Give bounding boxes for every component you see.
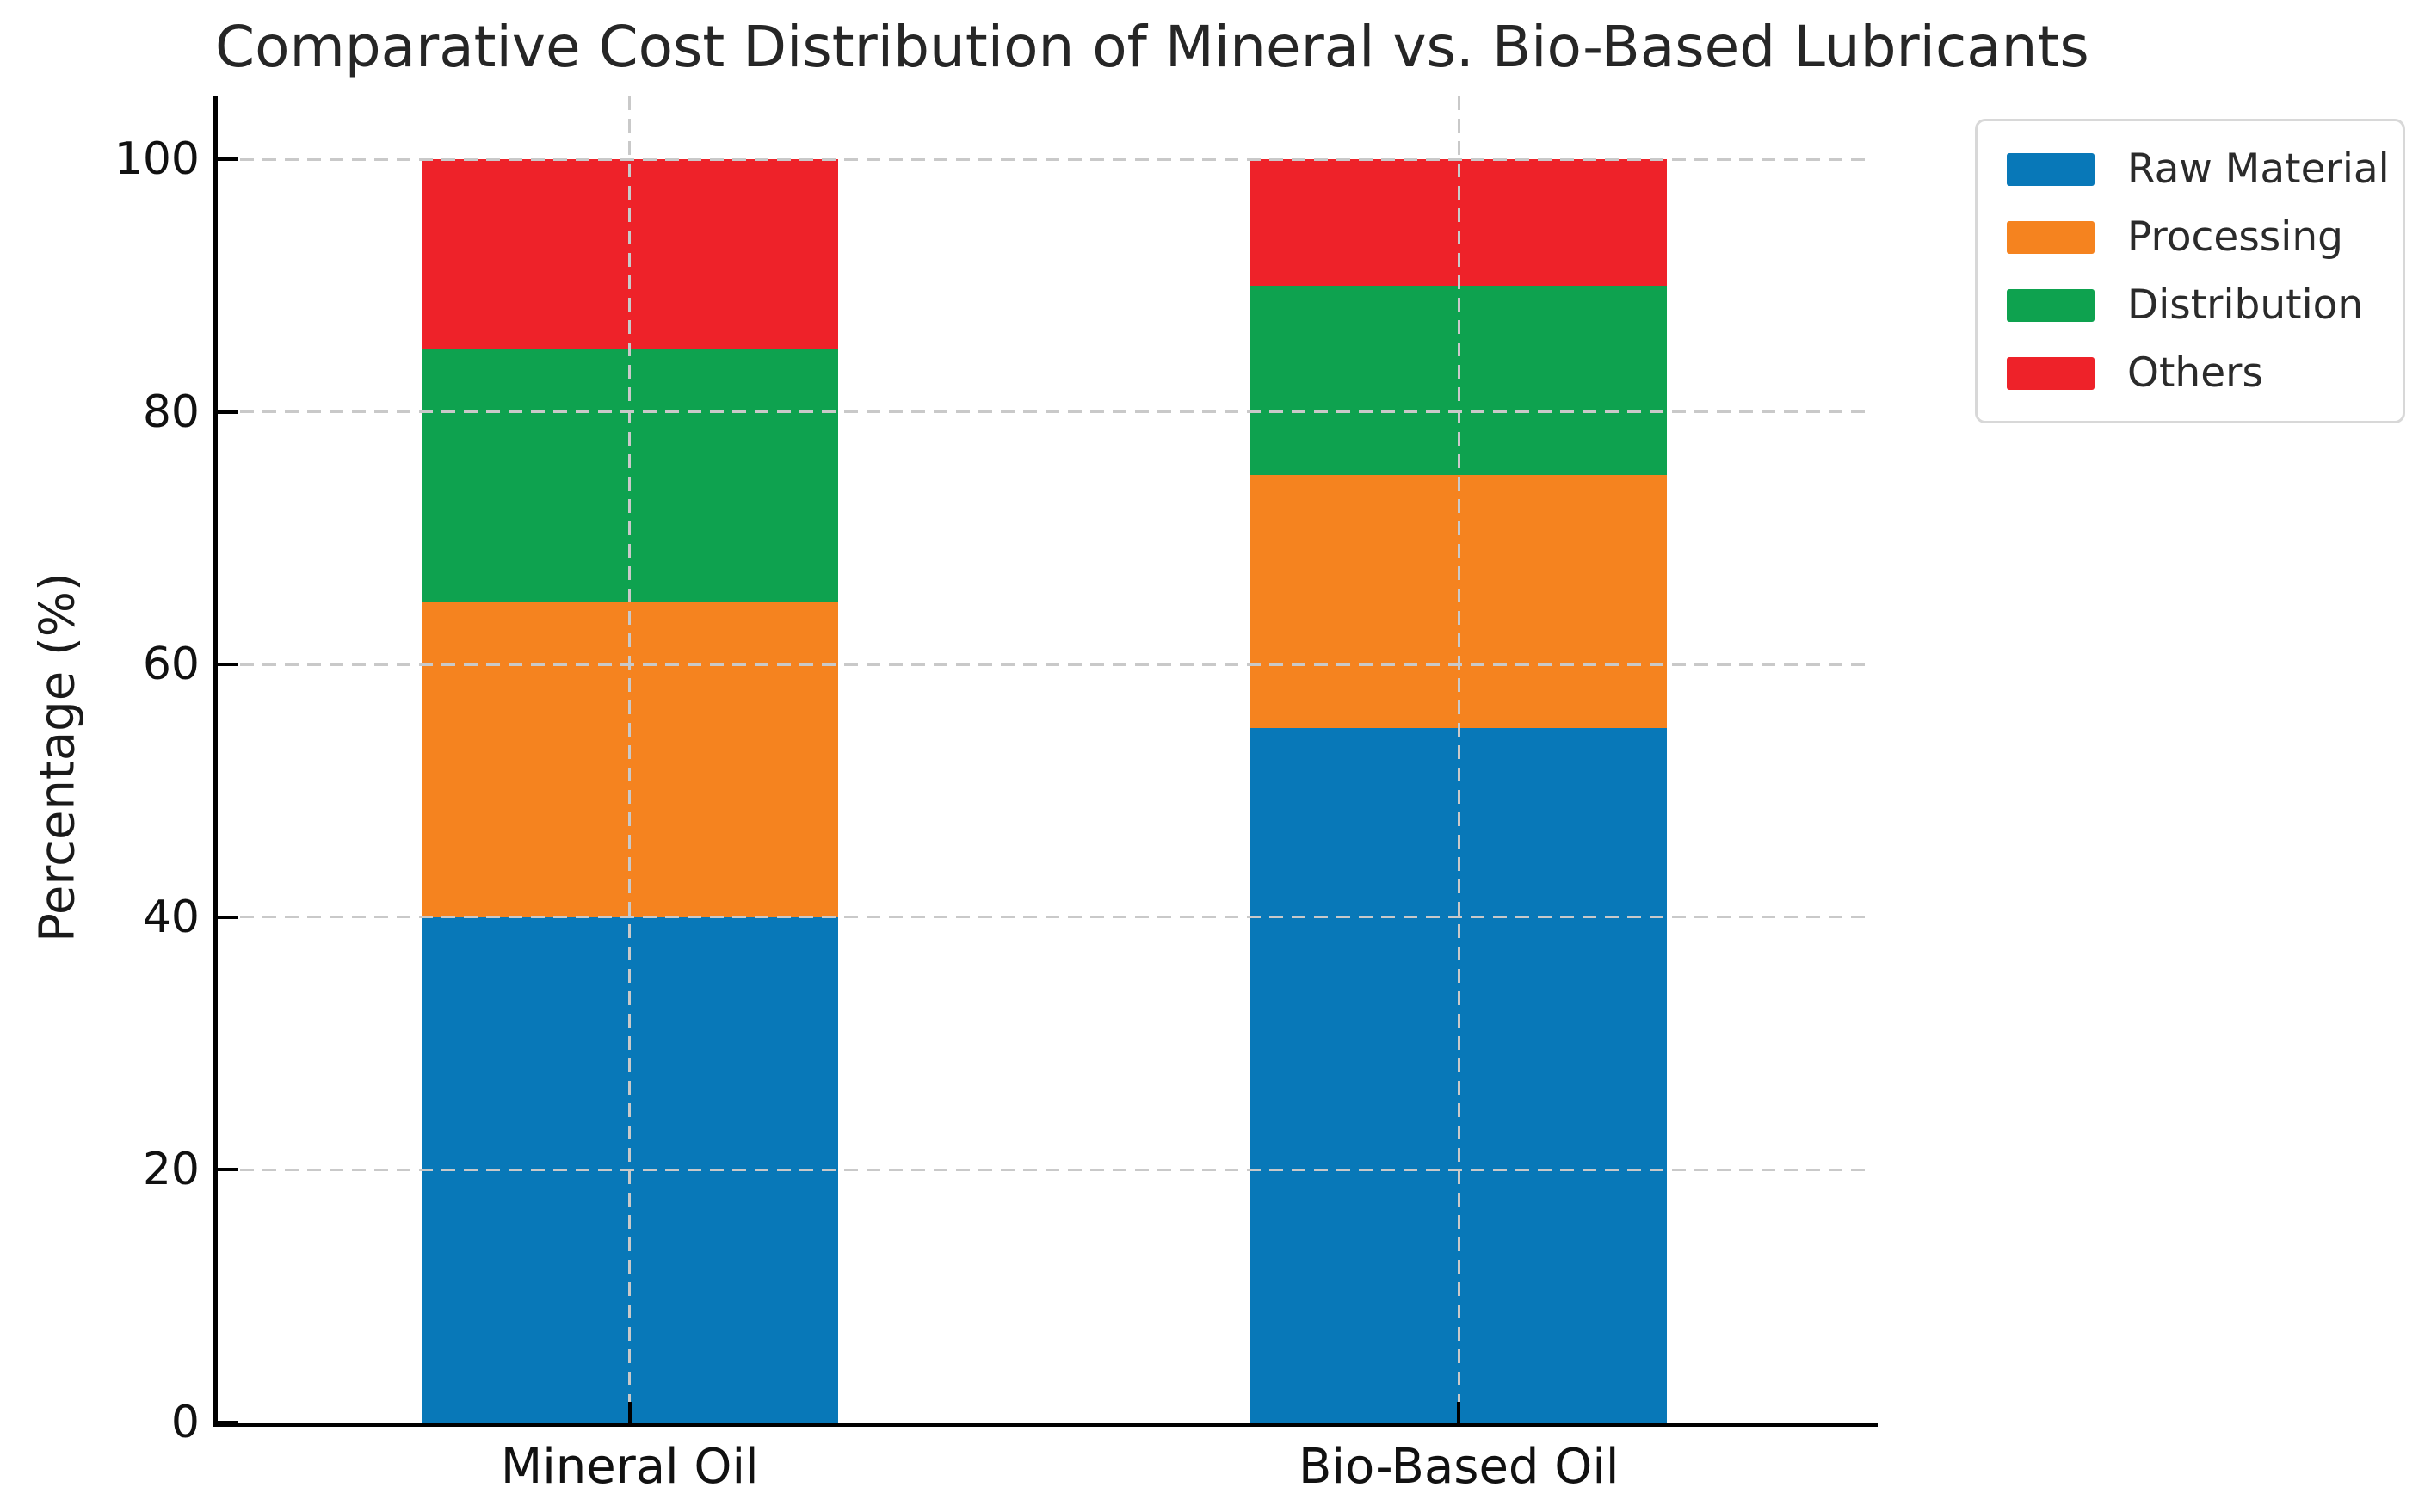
- x-tick-mark: [1457, 1402, 1461, 1423]
- h-gridline: [218, 1168, 1873, 1171]
- legend-swatch-icon: [2007, 356, 2095, 390]
- h-gridline: [218, 663, 1873, 666]
- x-tick-label-bio-based-oil: Bio-Based Oil: [1299, 1439, 1620, 1495]
- y-tick-mark: [218, 410, 238, 414]
- y-tick-mark: [218, 157, 238, 161]
- y-tick-label: 80: [142, 386, 200, 438]
- y-axis-spine: [213, 96, 218, 1426]
- y-tick-mark: [218, 915, 238, 919]
- legend-swatch-icon: [2007, 152, 2095, 186]
- legend-label: Distribution: [2127, 281, 2364, 329]
- v-gridline: [1457, 96, 1460, 1423]
- legend-label: Others: [2127, 349, 2263, 397]
- legend-swatch-icon: [2007, 220, 2095, 254]
- y-tick-label: 60: [142, 639, 200, 691]
- h-gridline: [218, 410, 1873, 414]
- h-gridline: [218, 916, 1873, 919]
- y-tick-label: 20: [142, 1144, 200, 1196]
- x-tick-mark: [627, 1402, 632, 1423]
- legend-item-others: Others: [2007, 349, 2373, 397]
- v-gridline: [628, 96, 632, 1423]
- x-axis-spine: [213, 1423, 1878, 1427]
- y-tick-mark: [218, 1168, 238, 1172]
- y-tick-label: 0: [170, 1397, 200, 1448]
- legend-item-processing: Processing: [2007, 213, 2373, 261]
- chart-title: Comparative Cost Distribution of Mineral…: [215, 14, 2089, 80]
- legend-label: Raw Material: [2127, 145, 2390, 193]
- y-tick-label: 100: [114, 133, 200, 185]
- legend: Raw Material Processing Distribution Others: [1975, 119, 2405, 423]
- legend-label: Processing: [2127, 213, 2343, 261]
- y-tick-mark: [218, 663, 238, 667]
- legend-swatch-icon: [2007, 288, 2095, 322]
- legend-item-distribution: Distribution: [2007, 281, 2373, 329]
- h-gridline: [218, 157, 1873, 161]
- y-axis-label: Percentage (%): [29, 572, 86, 942]
- y-tick-mark: [218, 1421, 238, 1424]
- y-tick-label: 40: [142, 891, 200, 943]
- x-tick-label-mineral-oil: Mineral Oil: [500, 1439, 759, 1495]
- legend-item-raw-material: Raw Material: [2007, 145, 2390, 193]
